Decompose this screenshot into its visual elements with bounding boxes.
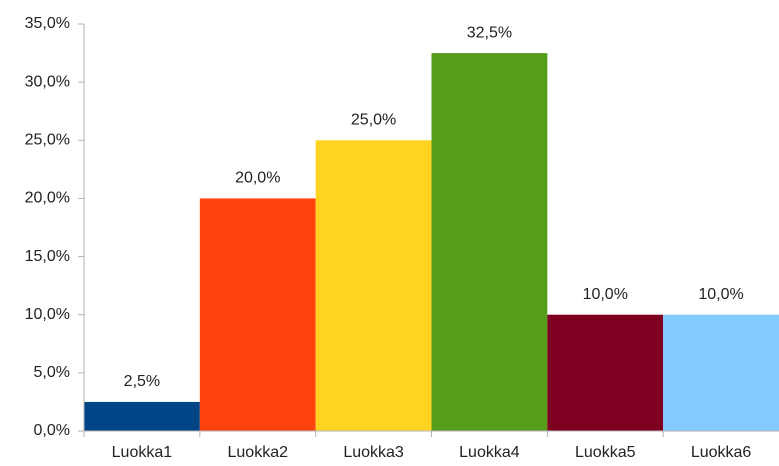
y-tick-label: 25,0% — [25, 132, 70, 149]
bar — [431, 53, 548, 431]
bar — [547, 314, 664, 431]
data-label: 25,0% — [351, 112, 396, 129]
data-label: 20,0% — [235, 170, 280, 187]
data-label: 10,0% — [583, 286, 628, 303]
x-tick-label: Luokka5 — [575, 444, 636, 461]
y-tick-label: 35,0% — [25, 15, 70, 32]
x-tick-label: Luokka1 — [112, 444, 173, 461]
y-tick-label: 20,0% — [25, 190, 70, 207]
data-label: 32,5% — [467, 24, 512, 41]
y-tick-label: 15,0% — [25, 248, 70, 265]
bar — [663, 314, 779, 431]
y-tick-label: 30,0% — [25, 73, 70, 90]
x-tick-label: Luokka4 — [459, 444, 520, 461]
x-tick-label: Luokka3 — [343, 444, 404, 461]
data-label: 2,5% — [124, 373, 160, 390]
x-tick-label: Luokka2 — [228, 444, 289, 461]
data-label: 10,0% — [698, 286, 743, 303]
bar — [315, 140, 432, 432]
y-tick-label: 5,0% — [34, 364, 70, 381]
bar — [84, 401, 200, 431]
bar — [199, 198, 316, 431]
x-tick-label: Luokka6 — [691, 444, 752, 461]
y-tick-label: 0,0% — [34, 422, 70, 439]
y-tick-label: 10,0% — [25, 306, 70, 323]
